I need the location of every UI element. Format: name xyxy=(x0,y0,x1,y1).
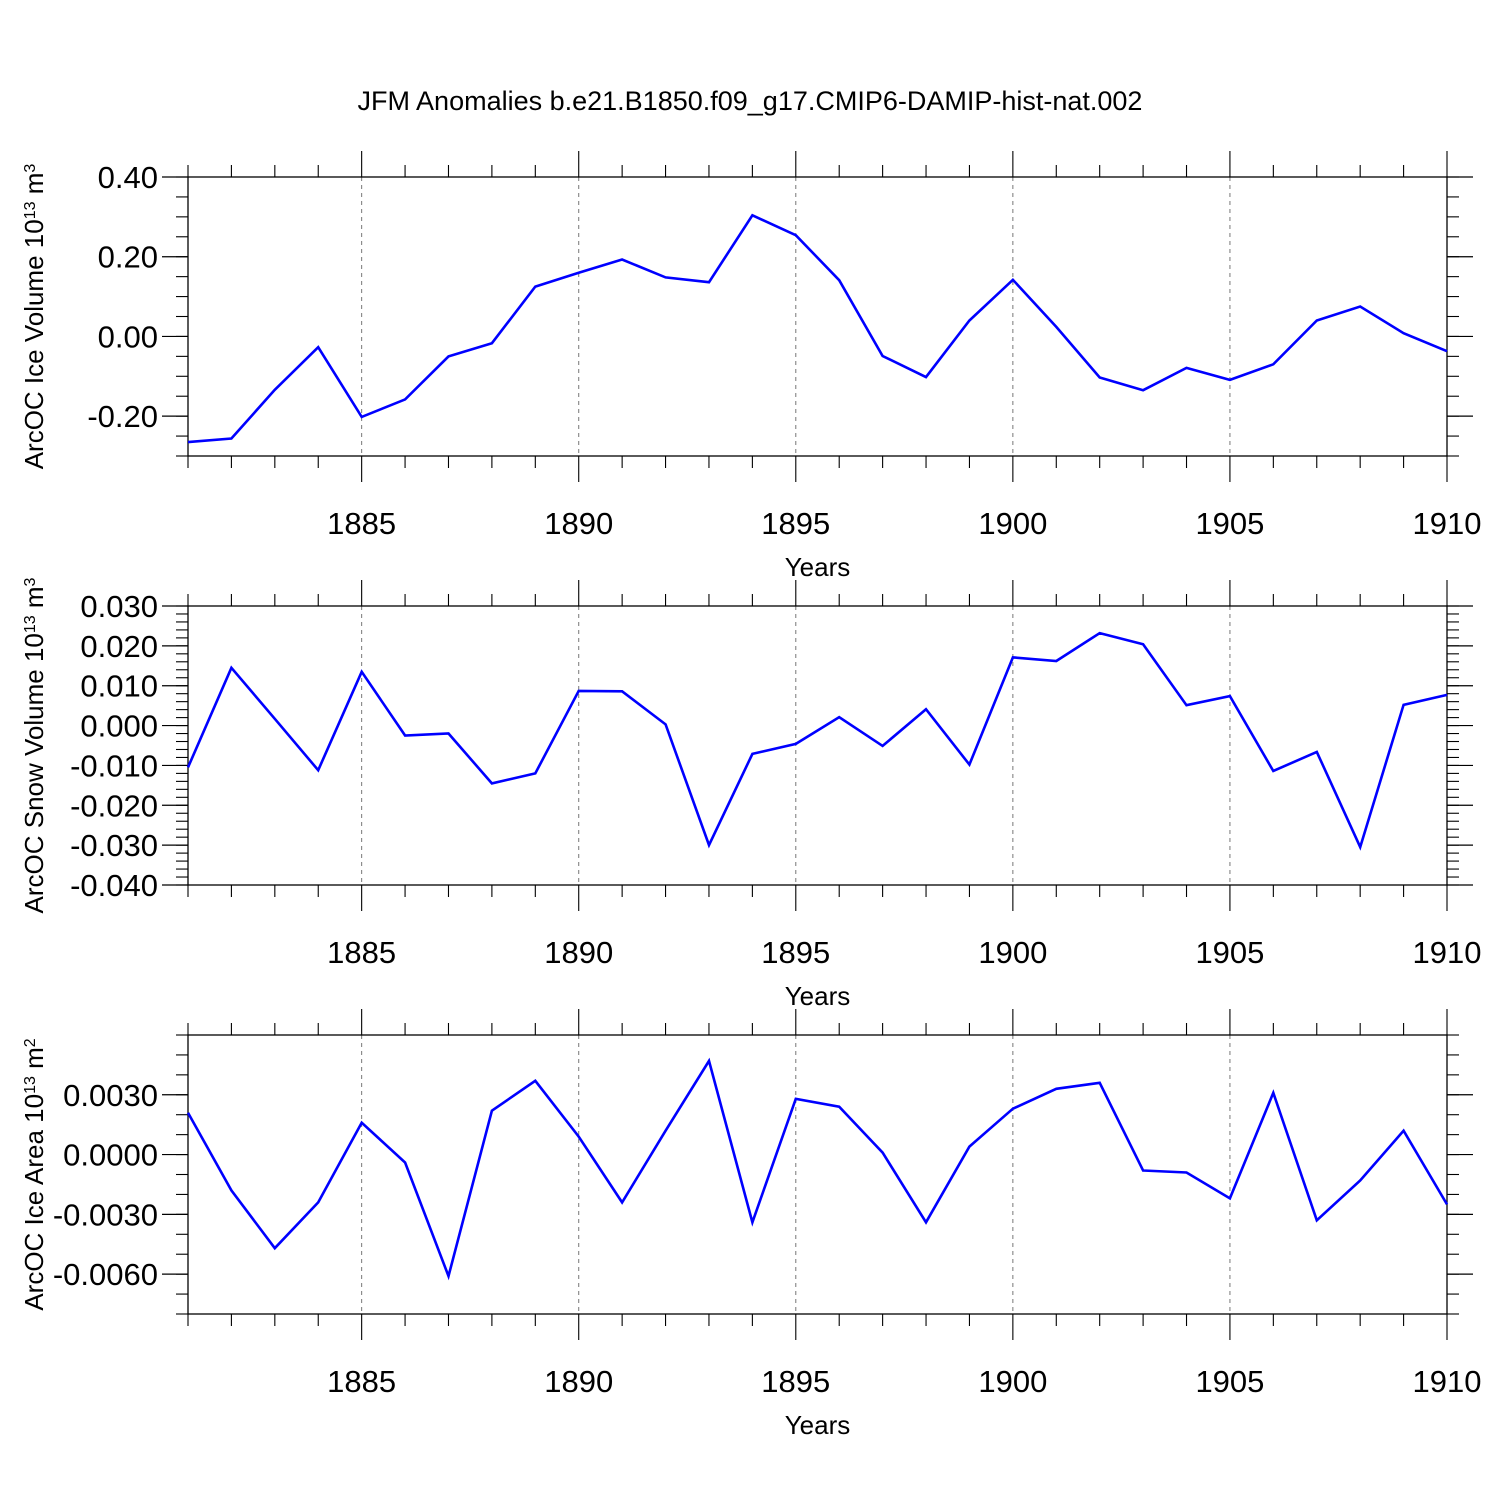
x-axis-label: Years xyxy=(785,552,851,582)
chart-panel-2: -0.040 -0.030 -0.020 -0.010 0.000 0.010 0.020 0… xyxy=(19,577,1481,1011)
y-tick-label: -0.030 xyxy=(70,828,158,863)
y-axis-label-text: ArcOC Ice Area 10 xyxy=(19,1094,49,1311)
y-tick-label: -0.0030 xyxy=(53,1197,158,1232)
chart-panel-3: -0.0060 -0.0030 0.0000 0.0030 1885 1890 1895 19… xyxy=(19,1009,1481,1440)
y-axis-label-superscript: 13 xyxy=(22,201,39,219)
x-tick-label: 1895 xyxy=(761,506,830,541)
y-axis-label-text: m xyxy=(19,1047,49,1076)
x-tick-label: 1900 xyxy=(978,935,1047,970)
x-tick-label: 1910 xyxy=(1413,935,1482,970)
y-axis-label-superscript: 3 xyxy=(22,577,39,586)
x-tick-label: 1895 xyxy=(761,1364,830,1399)
y-tick-label: 0.030 xyxy=(80,589,158,624)
y-axis-label: ArcOC Snow Volume 1013 m3 xyxy=(19,577,49,913)
y-tick-label: 0.00 xyxy=(98,319,158,354)
y-axis-label-superscript: 13 xyxy=(22,1076,39,1094)
plot-frame xyxy=(187,605,1448,886)
series-line xyxy=(186,1057,1449,1281)
y-axis-label-text: ArcOC Ice Volume 10 xyxy=(19,219,49,469)
y-axis-label: ArcOC Ice Volume 1013 m3 xyxy=(19,164,49,470)
chart-panel-1: -0.20 0.00 0.20 0.40 1885 1890 1895 1900 1905 191… xyxy=(19,151,1481,582)
x-tick-label: 1890 xyxy=(544,1364,613,1399)
y-tick-label: 0.020 xyxy=(80,629,158,664)
x-tick-label: 1890 xyxy=(544,506,613,541)
y-axis-label-text: m xyxy=(19,586,49,615)
y-tick-label: -0.010 xyxy=(70,748,158,783)
x-tick-label: 1905 xyxy=(1195,506,1264,541)
x-tick-label: 1910 xyxy=(1413,1364,1482,1399)
panels-group: -0.20 0.00 0.20 0.40 1885 1890 1895 1900 1905 191… xyxy=(19,151,1481,1440)
x-tick-label: 1895 xyxy=(761,935,830,970)
y-axis-label-superscript: 13 xyxy=(22,615,39,633)
y-axis-label-superscript: 2 xyxy=(22,1038,39,1047)
y-tick-label: -0.040 xyxy=(70,868,158,903)
x-tick-label: 1900 xyxy=(978,1364,1047,1399)
y-axis-label-text: m xyxy=(19,173,49,202)
series-line xyxy=(186,631,1448,851)
y-tick-label: 0.20 xyxy=(98,240,158,275)
x-tick-label: 1900 xyxy=(978,506,1047,541)
y-axis-label-text: ArcOC Snow Volume 10 xyxy=(19,633,49,913)
y-tick-label: 0.40 xyxy=(98,160,158,195)
y-axis-label-superscript: 3 xyxy=(22,164,39,173)
y-tick-label: 0.0000 xyxy=(63,1138,158,1173)
x-tick-label: 1905 xyxy=(1195,1364,1264,1399)
y-axis-label: ArcOC Ice Area 1013 m2 xyxy=(19,1038,49,1310)
series-line xyxy=(187,213,1448,444)
x-tick-label: 1885 xyxy=(327,935,396,970)
y-tick-label: 0.0030 xyxy=(63,1078,158,1113)
x-tick-label: 1905 xyxy=(1195,935,1264,970)
x-tick-label: 1885 xyxy=(327,1364,396,1399)
y-tick-label: -0.0060 xyxy=(53,1257,158,1292)
x-tick-label: 1890 xyxy=(544,935,613,970)
x-tick-label: 1910 xyxy=(1413,506,1482,541)
y-tick-label: -0.020 xyxy=(70,788,158,823)
x-axis-label: Years xyxy=(785,981,851,1011)
y-tick-label: 0.000 xyxy=(80,709,158,744)
x-tick-label: 1885 xyxy=(327,506,396,541)
y-tick-label: 0.010 xyxy=(80,669,158,704)
x-axis-label: Years xyxy=(785,1410,851,1440)
y-tick-label: -0.20 xyxy=(87,399,158,434)
figure-title: JFM Anomalies b.e21.B1850.f09_g17.CMIP6-… xyxy=(358,86,1143,116)
